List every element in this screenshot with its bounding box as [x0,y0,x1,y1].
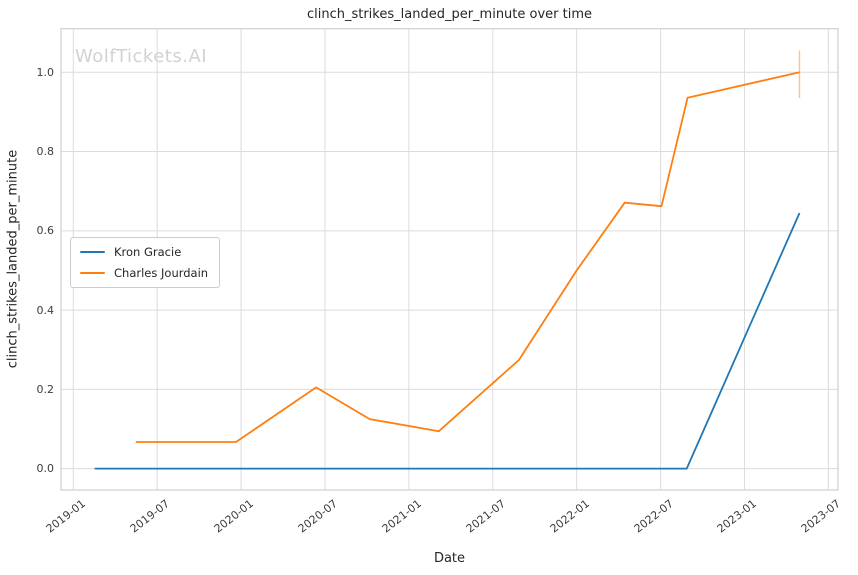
y-tick-label: 0.4 [36,303,55,317]
legend-line-swatch [80,271,105,275]
legend-item-charles-jourdain[interactable]: Charles Jourdain [80,266,208,280]
legend-item-kron-gracie[interactable]: Kron Gracie [80,245,208,259]
legend: Kron Gracie Charles Jourdain [70,237,221,288]
x-axis-label: Date [433,551,466,566]
y-tick-label: 0.2 [36,382,55,396]
chart-title: clinch_strikes_landed_per_minute over ti… [306,7,593,22]
y-tick-label: 0.0 [36,462,55,476]
legend-line-swatch [80,250,105,254]
y-tick-label: 0.8 [36,145,55,159]
y-tick-label: 0.6 [36,224,55,238]
series-line-kron-gracie [94,212,801,470]
watermark: WolfTickets.AI [75,46,208,67]
legend-label: Charles Jourdain [114,266,209,280]
gridlines [61,28,838,490]
series-line-charles-jourdain [135,71,800,443]
plot-spines [60,28,839,491]
y-tick-label: 1.0 [36,65,55,79]
legend-label: Kron Gracie [114,245,182,259]
